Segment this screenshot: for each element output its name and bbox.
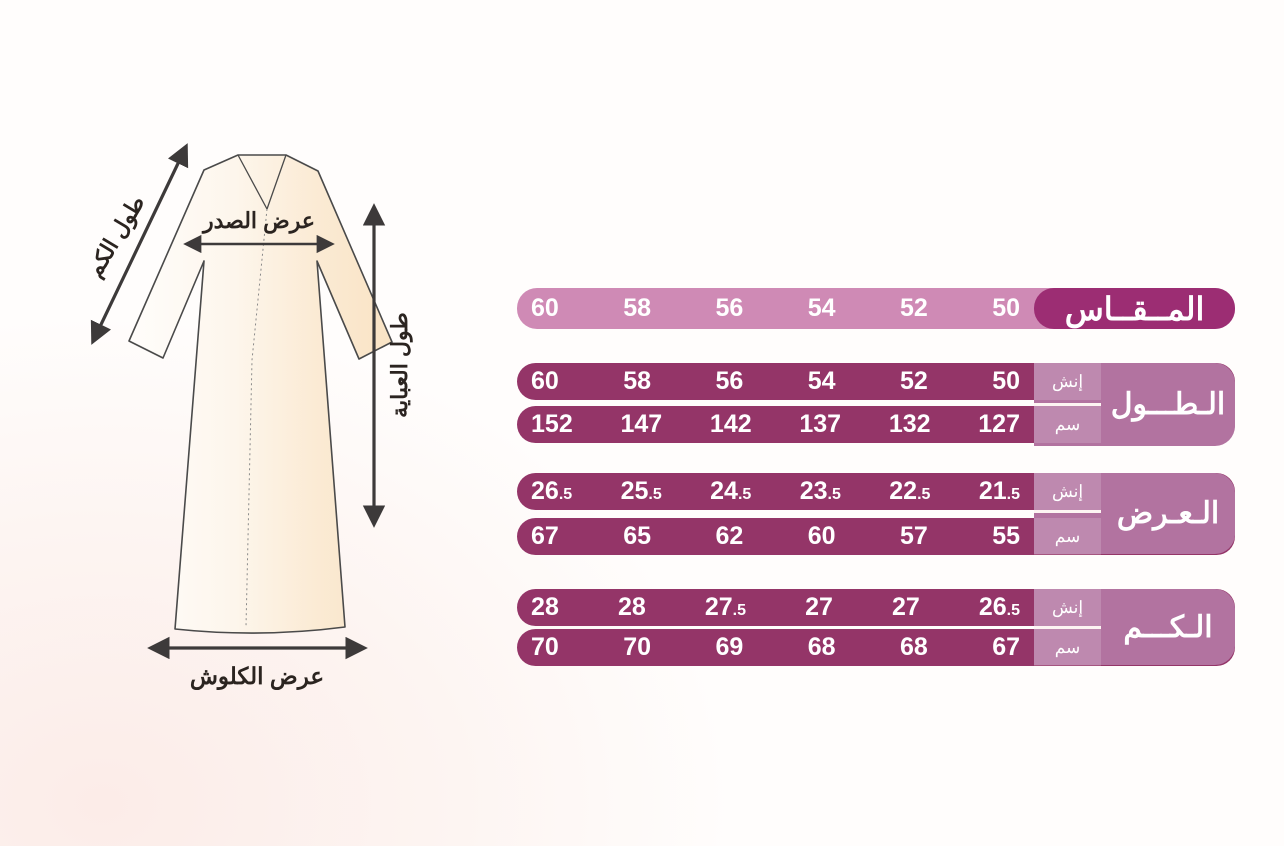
svg-text:عرض الصدر: عرض الصدر xyxy=(201,208,315,234)
svg-text:طول الكم: طول الكم xyxy=(82,191,151,282)
svg-text:عرض الكلوش: عرض الكلوش xyxy=(190,663,324,691)
svg-text:طول العباية: طول العباية xyxy=(387,312,413,418)
